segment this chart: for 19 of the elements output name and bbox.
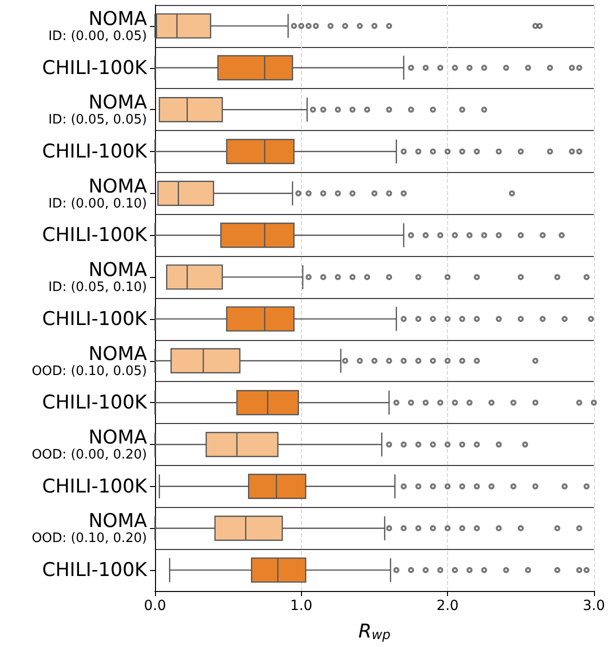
- x-tick-label: 3.0: [582, 598, 605, 614]
- y-tick-label: NOMA OOD: (0.10, 0.05): [32, 342, 147, 379]
- x-tick-label: 1.0: [290, 598, 312, 614]
- y-tick-label: NOMA ID: (0.00, 0.10): [48, 175, 147, 212]
- y-tick-label: NOMA ID: (0.05, 0.05): [48, 92, 147, 128]
- y-tick-label: CHILI-100K: [42, 224, 148, 246]
- y-tick-label: CHILI-100K: [42, 392, 148, 414]
- y-tick-label: CHILI-100K: [42, 56, 148, 79]
- y-tick-label: NOMA ID: (0.05, 0.10): [48, 259, 147, 296]
- y-tick-label: NOMA OOD: (0.10, 0.20): [32, 510, 147, 546]
- y-tick-label: NOMA ID: (0.00, 0.05): [48, 8, 147, 44]
- x-axis-title: Rwp: [358, 620, 390, 643]
- y-tick-label: CHILI-100K: [42, 559, 148, 582]
- y-tick-label: CHILI-100K: [42, 308, 148, 330]
- y-tick-label: NOMA OOD: (0.00, 0.20): [32, 426, 147, 462]
- y-tick-label: CHILI-100K: [42, 140, 148, 162]
- x-tick-label: 2.0: [436, 598, 459, 614]
- y-tick-label: CHILI-100K: [42, 475, 148, 498]
- x-tick-label: 0.0: [144, 598, 166, 614]
